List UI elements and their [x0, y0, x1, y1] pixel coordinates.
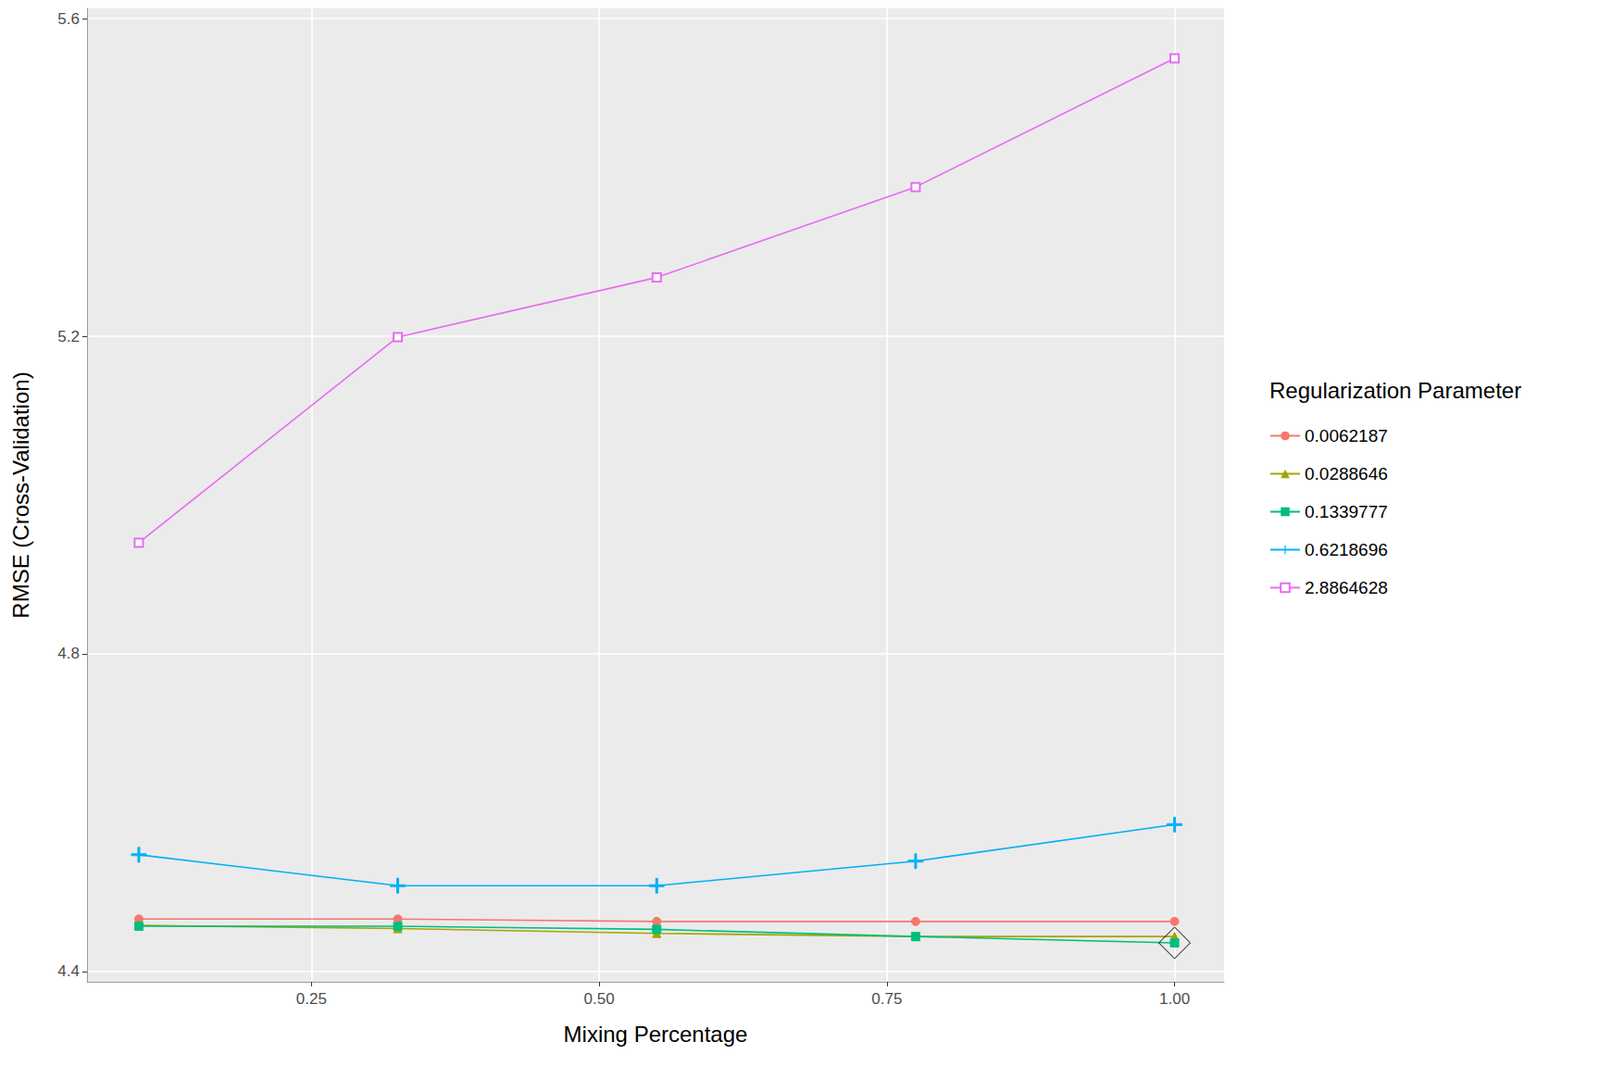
svg-text:0.25: 0.25 — [296, 989, 327, 1008]
svg-text:5.6: 5.6 — [57, 10, 80, 28]
svg-text:2.8864628: 2.8864628 — [1304, 577, 1388, 598]
svg-text:5.2: 5.2 — [57, 327, 80, 346]
svg-text:4.4: 4.4 — [57, 962, 80, 980]
svg-text:0.0062187: 0.0062187 — [1304, 425, 1388, 446]
svg-text:0.1339777: 0.1339777 — [1304, 501, 1388, 522]
svg-text:0.6218696: 0.6218696 — [1304, 539, 1388, 560]
svg-text:1.00: 1.00 — [1159, 989, 1190, 1008]
svg-text:0.50: 0.50 — [584, 989, 615, 1008]
svg-text:RMSE (Cross-Validation): RMSE (Cross-Validation) — [8, 371, 34, 618]
svg-text:0.75: 0.75 — [871, 989, 902, 1008]
svg-text:0.0288646: 0.0288646 — [1304, 463, 1388, 484]
svg-text:Mixing Percentage: Mixing Percentage — [563, 1021, 749, 1047]
svg-text:Regularization Parameter: Regularization Parameter — [1269, 377, 1522, 403]
svg-text:4.8: 4.8 — [57, 644, 80, 663]
